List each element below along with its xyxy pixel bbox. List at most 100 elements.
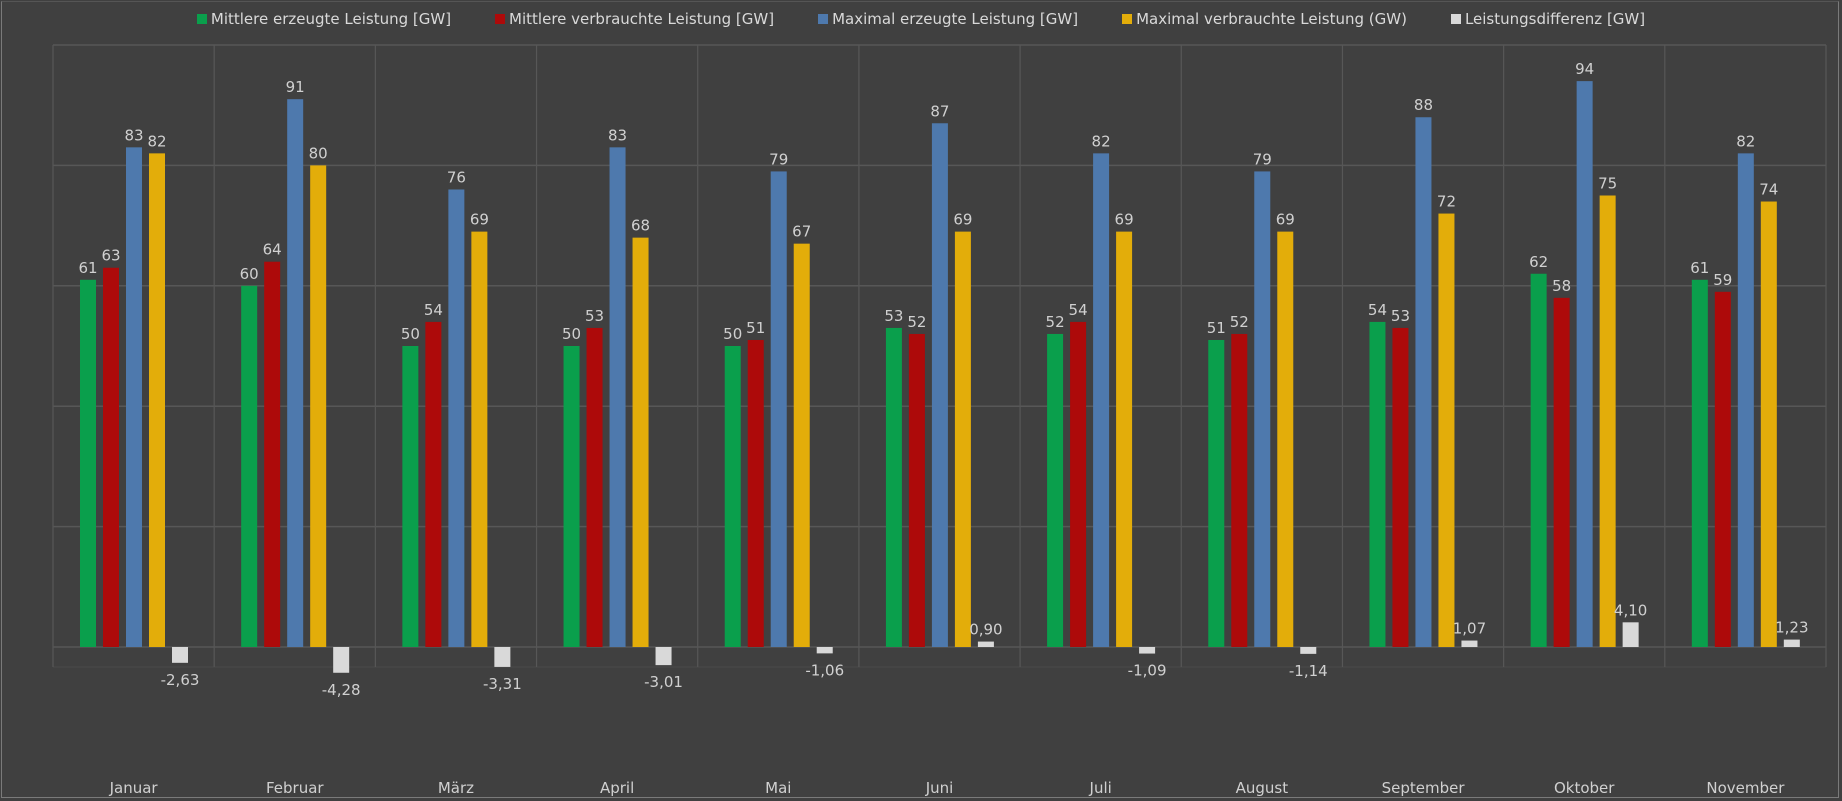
bar-4-mai <box>793 243 810 647</box>
bar-2-januar <box>103 267 119 647</box>
data-label: 0,90 <box>969 621 1002 639</box>
bar-1-märz <box>402 346 419 647</box>
bar-4-juni <box>954 231 971 647</box>
legend-swatch <box>818 14 829 24</box>
data-label: 72 <box>1437 193 1456 211</box>
data-label: 58 <box>1552 277 1571 295</box>
data-label: 51 <box>746 319 765 337</box>
x-tick-label: Juni <box>925 779 954 797</box>
bar-5-oktober <box>1622 622 1639 647</box>
data-label: 52 <box>1046 313 1065 331</box>
data-label: 82 <box>1092 132 1111 150</box>
legend-swatch <box>1122 14 1133 24</box>
bar-2-mai <box>747 339 764 647</box>
data-label: 62 <box>1529 253 1548 271</box>
legend-label: Mittlere verbrauchte Leistung [GW] <box>509 10 775 28</box>
bar-1-februar <box>241 285 258 647</box>
legend-item-mean-generated[interactable]: Mittlere erzeugte Leistung [GW] <box>196 10 452 28</box>
data-label: 69 <box>953 211 972 229</box>
data-label: 54 <box>424 301 443 319</box>
bar-5-september <box>1461 640 1478 647</box>
bar-3-juni <box>931 123 948 647</box>
data-label: 54 <box>1069 301 1088 319</box>
x-tick-label: Oktober <box>1554 779 1615 797</box>
bar-5-märz <box>494 647 511 667</box>
data-label: 75 <box>1598 175 1617 193</box>
bar-5-mai <box>816 647 833 654</box>
bar-5-november <box>1783 639 1800 647</box>
data-label: 1,07 <box>1453 620 1486 638</box>
bar-3-juli <box>1093 153 1110 648</box>
legend-swatch <box>196 14 207 24</box>
legend-item-difference[interactable]: Leistungsdifferenz [GW] <box>1450 10 1645 28</box>
bar-2-juli <box>1070 321 1087 647</box>
bar-2-september <box>1392 327 1409 647</box>
bar-1-april <box>563 346 580 647</box>
bar-2-oktober <box>1553 297 1570 647</box>
x-tick-label: August <box>1236 779 1289 797</box>
bar-4-februar <box>310 165 327 647</box>
data-label: 79 <box>1253 150 1272 168</box>
legend-swatch <box>495 14 506 24</box>
data-label: 94 <box>1575 60 1594 78</box>
legend-item-max-generated[interactable]: Maximal erzeugte Leistung [GW] <box>818 10 1078 28</box>
data-label: 69 <box>470 211 489 229</box>
data-label: 4,10 <box>1614 601 1647 619</box>
bar-5-april <box>655 647 672 666</box>
bar-1-september <box>1369 321 1386 647</box>
x-tick-label: November <box>1706 779 1785 797</box>
bar-4-september <box>1438 213 1455 647</box>
bar-5-juni <box>977 641 994 647</box>
data-label: 82 <box>1736 132 1755 150</box>
bar-2-august <box>1231 333 1248 647</box>
data-label: 61 <box>1690 259 1709 277</box>
data-label: -3,01 <box>644 673 683 691</box>
x-tick-label: Mai <box>765 779 791 797</box>
bar-2-april <box>586 327 603 647</box>
bar-3-september <box>1415 117 1432 648</box>
x-tick-label: April <box>600 779 634 797</box>
legend-item-mean-consumed[interactable]: Mittlere verbrauchte Leistung [GW] <box>495 10 774 28</box>
data-label: -1,09 <box>1128 662 1167 680</box>
data-label: 52 <box>1230 313 1249 331</box>
bar-3-januar <box>126 147 142 647</box>
bar-1-juli <box>1047 333 1064 647</box>
data-label: 87 <box>930 102 949 120</box>
legend-label: Mittlere erzeugte Leistung [GW] <box>210 10 452 28</box>
data-label: 69 <box>1276 211 1295 229</box>
data-label: 51 <box>1207 319 1226 337</box>
data-label: 53 <box>1391 307 1410 325</box>
bar-1-oktober <box>1530 273 1547 647</box>
data-label: 83 <box>124 126 143 144</box>
data-label: 52 <box>907 313 926 331</box>
data-label: 53 <box>884 307 903 325</box>
data-label: -4,28 <box>322 681 361 699</box>
data-label: -1,14 <box>1289 662 1328 680</box>
x-tick-label: Januar <box>109 779 159 797</box>
legend-item-max-consumed[interactable]: Maximal verbrauchte Leistung (GW) <box>1122 10 1407 28</box>
bar-2-februar <box>264 261 281 647</box>
data-label: 50 <box>562 325 581 343</box>
bar-2-november <box>1714 291 1731 647</box>
data-label: 1,23 <box>1775 619 1808 637</box>
data-label: 67 <box>792 223 811 241</box>
data-label: 74 <box>1759 181 1778 199</box>
bar-5-januar <box>172 647 188 663</box>
bar-4-april <box>632 237 649 647</box>
data-label: 61 <box>78 259 97 277</box>
data-label: 80 <box>309 144 328 162</box>
legend: Mittlere erzeugte Leistung [GW] Mittlere… <box>0 10 1842 28</box>
bar-3-oktober <box>1576 81 1593 648</box>
bar-4-juli <box>1116 231 1133 647</box>
bar-5-august <box>1300 647 1317 654</box>
bar-3-märz <box>448 189 465 648</box>
bar-1-november <box>1691 279 1708 647</box>
data-label: -2,63 <box>161 671 200 689</box>
x-tick-label: März <box>438 779 474 797</box>
bar-1-august <box>1208 339 1225 647</box>
data-label: 64 <box>263 241 282 259</box>
bar-4-november <box>1760 201 1777 647</box>
bar-2-märz <box>425 321 442 647</box>
bar-3-februar <box>287 99 304 648</box>
